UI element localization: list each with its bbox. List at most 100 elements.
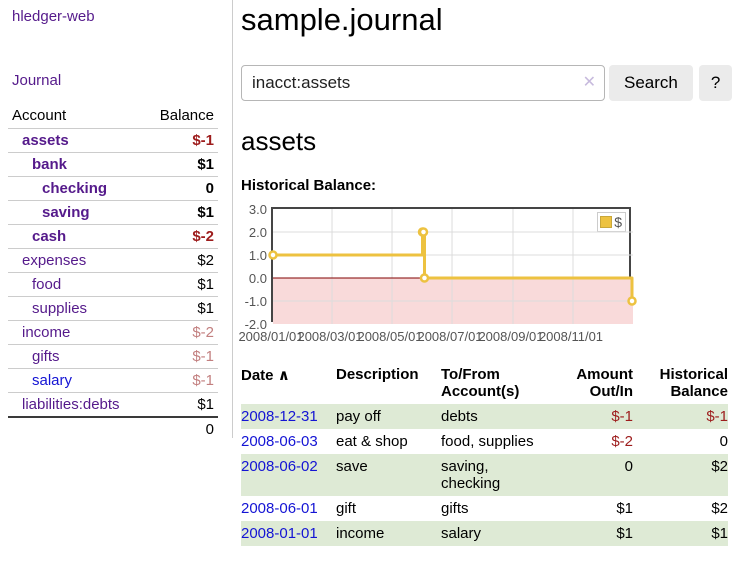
- register-description-cell: pay off: [336, 404, 441, 429]
- account-name-cell: food: [8, 272, 143, 297]
- register-header-description: Description: [336, 366, 419, 383]
- account-row: income $-2: [8, 320, 218, 345]
- transaction-date-link[interactable]: 2008-12-31: [241, 408, 318, 425]
- account-row: checking 0: [8, 176, 218, 201]
- register-row: 2008-12-31 pay off debts $-1 $-1: [241, 404, 728, 429]
- accounts-header-account: Account: [12, 107, 67, 124]
- register-accounts-cell: gifts: [441, 500, 469, 517]
- account-name-cell: saving: [8, 200, 143, 225]
- account-row: liabilities:debts $1: [8, 392, 218, 417]
- accounts-header-balance: Balance: [159, 107, 214, 124]
- account-link[interactable]: saving: [42, 204, 90, 221]
- account-balance: $-2: [142, 224, 218, 249]
- sort-ascending-icon: ∧: [277, 367, 290, 384]
- register-balance-cell: $1: [633, 521, 728, 546]
- register-amount-cell: $-1: [551, 404, 633, 429]
- help-button[interactable]: ?: [698, 65, 733, 101]
- account-name-cell: gifts: [8, 344, 143, 369]
- account-link[interactable]: checking: [42, 180, 108, 197]
- account-row: supplies $1: [8, 296, 218, 321]
- x-tick-label: 2008/01/01: [238, 329, 304, 344]
- y-tick-label: 3.0: [248, 202, 267, 217]
- chart-title: Historical Balance:: [241, 177, 377, 194]
- account-link[interactable]: assets: [22, 132, 69, 149]
- register-date-cell: 2008-06-01: [241, 496, 336, 521]
- register-accounts-cell: food, supplies: [441, 433, 534, 450]
- transaction-date-link[interactable]: 2008-06-03: [241, 433, 318, 450]
- app-brand-link[interactable]: hledger-web: [12, 8, 95, 25]
- sidebar-item-journal[interactable]: Journal: [12, 72, 62, 89]
- x-tick-label: 2008/09/01: [478, 329, 544, 344]
- register-accounts-cell: salary: [441, 521, 551, 546]
- account-name-cell: salary: [8, 368, 143, 393]
- search-input[interactable]: [241, 65, 605, 101]
- register-table: Date ∧ Description To/From Account(s) Am…: [241, 364, 728, 546]
- account-row: salary $-1: [8, 368, 218, 393]
- account-heading: assets: [241, 126, 317, 156]
- transaction-date-link[interactable]: 2008-06-02: [241, 458, 318, 475]
- account-link[interactable]: liabilities:debts: [22, 396, 120, 413]
- register-date-cell: 2008-06-03: [241, 429, 336, 454]
- clear-search-icon[interactable]: ✕: [582, 74, 596, 91]
- accounts-table-body: assets $-1 bank $1 checking 0 saving $1 cash $-2 e…: [8, 128, 218, 417]
- account-name-cell: liabilities:debts: [8, 392, 143, 417]
- accounts-total-row: 0: [8, 416, 218, 441]
- register-row: 2008-06-01 gift gifts $1 $2: [241, 496, 728, 521]
- account-link[interactable]: food: [32, 276, 62, 293]
- account-balance: $1: [142, 152, 218, 177]
- register-amount-cell: 0: [551, 454, 633, 496]
- account-balance: $-1: [142, 368, 218, 393]
- account-link[interactable]: supplies: [32, 300, 88, 317]
- register-description-cell: gift: [336, 500, 357, 517]
- register-date-cell: 2008-12-31: [241, 404, 336, 429]
- account-link[interactable]: income: [22, 324, 71, 341]
- account-balance: 0: [142, 176, 218, 201]
- account-link[interactable]: cash: [32, 228, 67, 245]
- account-balance: $-1: [142, 128, 218, 153]
- account-name-cell: expenses: [8, 248, 143, 273]
- register-date-cell: 2008-01-01: [241, 521, 336, 546]
- accounts-total-value: 0: [142, 416, 218, 441]
- sidebar-divider: [232, 0, 233, 438]
- register-row: 2008-01-01 income salary $1 $1: [241, 521, 728, 546]
- historical-balance-chart: 3.0 2.0 1.0 0.0 -1.0 -2.0 $ 2008/01/01 2008/03…: [238, 202, 736, 347]
- sidebar: hledger-web Journal Account Balance asse…: [0, 0, 233, 546]
- account-row: food $1: [8, 272, 218, 297]
- account-row: assets $-1: [8, 128, 218, 153]
- transaction-date-link[interactable]: 2008-06-01: [241, 500, 318, 517]
- account-link[interactable]: gifts: [32, 348, 60, 365]
- search-button[interactable]: Search: [609, 65, 693, 101]
- account-row: saving $1: [8, 200, 218, 225]
- register-table-body: 2008-12-31 pay off debts $-1 $-1 2008-06-03 ea…: [241, 404, 728, 546]
- account-balance: $1: [142, 392, 218, 417]
- register-description-cell: income: [336, 521, 441, 546]
- register-header-amount: Amount Out/In: [576, 366, 633, 400]
- account-balance: $1: [142, 296, 218, 321]
- y-tick-label: 1.0: [248, 248, 267, 263]
- account-balance: $2: [142, 248, 218, 273]
- y-tick-label: -2.0: [244, 317, 267, 332]
- account-row: expenses $2: [8, 248, 218, 273]
- register-date-cell: 2008-06-02: [241, 454, 336, 496]
- legend-swatch-icon: [600, 216, 613, 228]
- transaction-date-link[interactable]: 2008-01-01: [241, 525, 318, 542]
- register-balance-cell: $2: [633, 454, 728, 496]
- search-box: ✕: [241, 65, 605, 101]
- register-amount-cell: $-2: [611, 433, 633, 450]
- register-description-cell: eat & shop: [336, 433, 408, 450]
- register-balance-cell: $2: [711, 500, 728, 517]
- date-header-label: Date: [241, 367, 274, 384]
- account-balance: $1: [142, 200, 218, 225]
- register-amount-cell: $1: [551, 521, 633, 546]
- account-name-cell: checking: [8, 176, 143, 201]
- account-row: cash $-2: [8, 224, 218, 249]
- chart-canvas: [268, 209, 637, 324]
- account-name-cell: income: [8, 320, 143, 345]
- account-link[interactable]: expenses: [22, 252, 87, 269]
- register-accounts-cell: debts: [441, 404, 551, 429]
- accounts-total-spacer: [8, 416, 143, 441]
- register-balance-cell: $-1: [633, 404, 728, 429]
- account-link[interactable]: salary: [32, 372, 73, 389]
- register-header-balance: Historical Balance: [659, 366, 728, 400]
- account-link[interactable]: bank: [32, 156, 68, 173]
